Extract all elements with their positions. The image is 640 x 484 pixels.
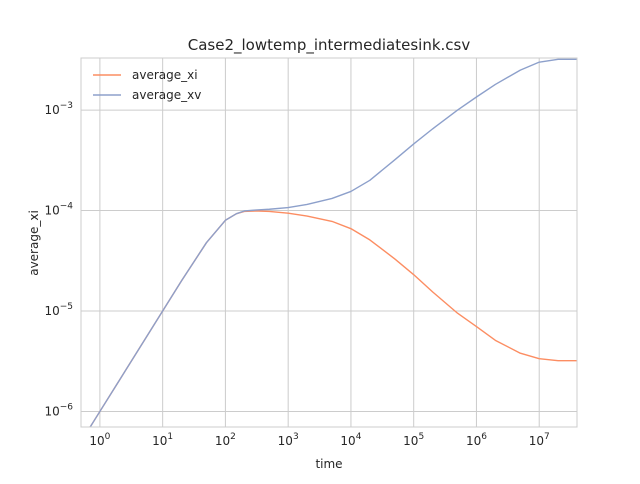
x-tick-label: 105 [403,432,424,448]
y-tick-label: 10−3 [44,101,73,117]
series-line-average-xv [89,58,577,427]
legend-label: average_xi [132,68,198,82]
grid [81,58,577,427]
x-tick-label: 107 [529,432,550,448]
x-axis-label: time [315,457,342,471]
x-tick-label: 103 [278,432,299,448]
series-lines [89,58,577,427]
legend: average_xi average_xv [93,68,201,102]
x-tick-label: 104 [340,432,361,448]
x-tick-label: 106 [466,432,487,448]
series-group [89,58,577,427]
y-tick-label: 10−5 [44,302,73,318]
tick-labels: 100 101 102 103 104 105 106 107 10−6 10−5 10−4 10−3 [44,101,549,448]
chart-title: Case2_lowtemp_intermediatesink.csv [188,36,471,55]
legend-label: average_xv [132,88,201,102]
y-tick-label: 10−4 [44,202,73,218]
x-tick-label: 101 [152,432,173,448]
plot-frame [80,57,578,428]
y-axis-label: average_xi [27,210,41,276]
x-tick-label: 102 [215,432,236,448]
x-tick-label: 100 [89,432,110,448]
y-tick-label: 10−6 [44,402,73,418]
